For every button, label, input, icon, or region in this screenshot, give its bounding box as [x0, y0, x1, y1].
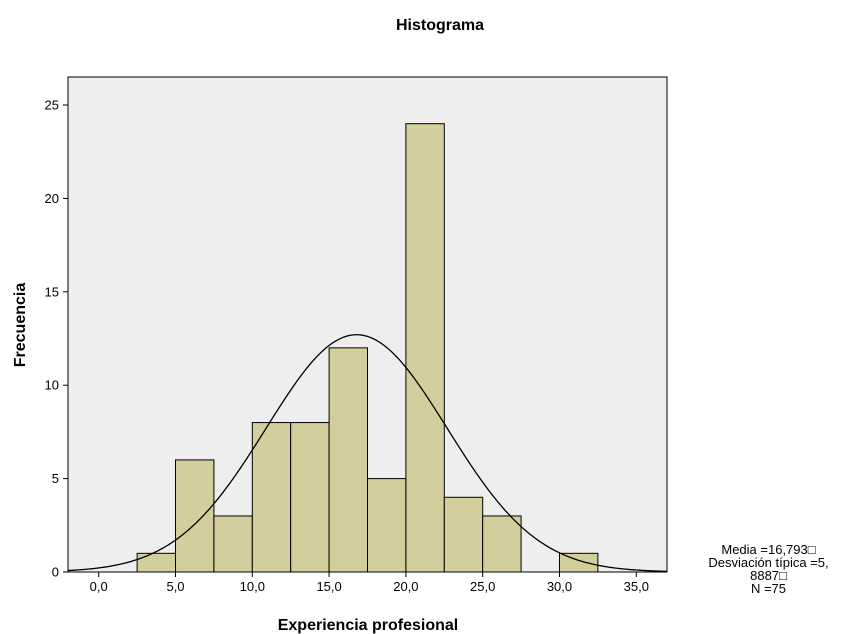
x-tick-label-0: 0,0	[90, 579, 108, 594]
y-axis-label: Frecuencia	[12, 283, 29, 368]
y-tick-label-0: 0	[52, 565, 59, 580]
histogram-bar-7	[405, 123, 445, 573]
stat-std-dev-line-2: 8887□	[750, 568, 787, 583]
histogram-bar-0	[136, 552, 177, 573]
y-tick-label-1: 5	[52, 471, 59, 486]
y-tick-label-3: 15	[45, 284, 59, 299]
histogram-bar-8	[443, 496, 484, 573]
stat-mean: Media =16,793□	[721, 542, 816, 557]
histogram-bar-6	[367, 478, 407, 573]
histogram-bar-10	[558, 552, 599, 573]
histogram-bar-3	[251, 422, 292, 573]
normal-curve	[67, 334, 668, 572]
x-tick-label-7: 35,0	[624, 579, 649, 594]
histogram-bar-4	[290, 422, 330, 573]
x-axis-label: Experiencia profesional	[278, 617, 459, 634]
stat-n: N =75	[750, 581, 787, 596]
x-tick-label-5: 25,0	[470, 579, 495, 594]
x-tick-label-1: 5,0	[166, 579, 184, 594]
y-tick-label-4: 20	[45, 191, 59, 206]
summary-statistics: Media =16,793□ Desviación típica =5, 888…	[676, 543, 861, 595]
histogram-bar-9	[482, 515, 522, 573]
chart-title: Histograma	[396, 17, 484, 34]
x-tick-label-2: 10,0	[240, 579, 265, 594]
y-tick-label-5: 25	[45, 98, 59, 113]
histogram-bar-2	[213, 515, 253, 573]
histogram-bar-1	[175, 459, 215, 573]
x-tick-label-3: 15,0	[316, 579, 341, 594]
x-tick-label-4: 20,0	[393, 579, 418, 594]
stat-std-dev-line-1: Desviación típica =5,	[708, 555, 829, 570]
x-tick-label-6: 30,0	[547, 579, 572, 594]
y-tick-label-2: 10	[45, 378, 59, 393]
histogram-bar-5	[328, 347, 369, 573]
